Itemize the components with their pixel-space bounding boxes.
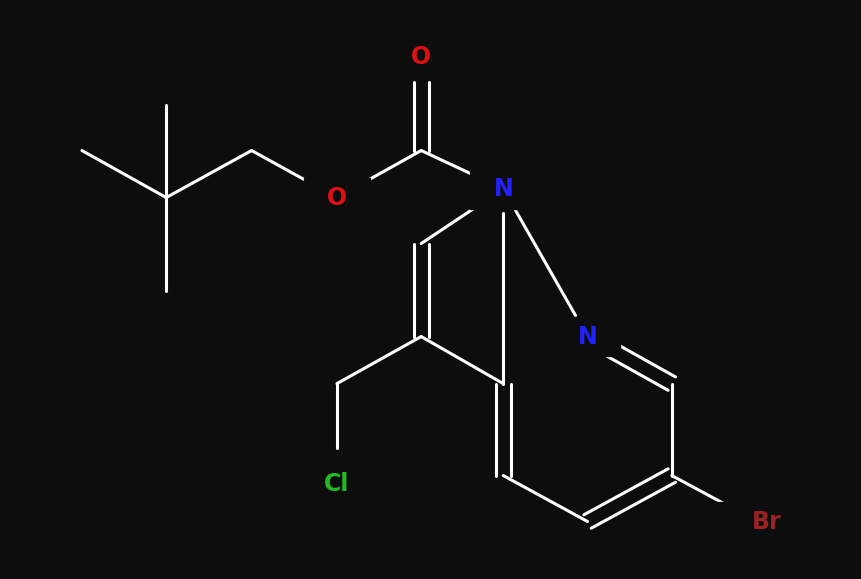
Text: Cl: Cl [325,472,350,496]
Bar [554,317,621,356]
Bar [388,38,454,77]
Bar [711,502,803,541]
Text: Br: Br [752,510,781,533]
Bar [291,464,383,504]
Text: O: O [327,186,347,210]
Text: O: O [412,46,431,69]
Bar [470,169,536,208]
Text: N: N [578,325,598,349]
Text: N: N [493,177,513,201]
Bar [304,178,369,217]
